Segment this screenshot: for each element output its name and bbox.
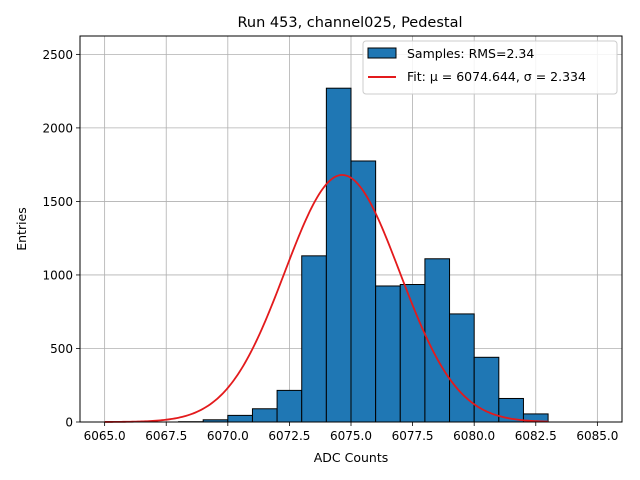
x-tick-label: 6075.0: [330, 429, 372, 443]
x-tick-label: 6077.5: [392, 429, 434, 443]
histogram-bar: [325, 87, 352, 423]
histogram-bar: [350, 160, 377, 423]
y-axis-ticks: 0 500 1000 1500 2000 2500: [42, 48, 80, 430]
y-tick-label: 1000: [42, 268, 73, 282]
histogram-bar: [375, 285, 401, 423]
legend-samples-swatch: [367, 47, 397, 59]
y-tick-label: 2000: [42, 121, 73, 135]
y-tick-label: 500: [50, 342, 73, 356]
x-tick-label: 6085.0: [576, 429, 618, 443]
x-axis-label: ADC Counts: [314, 450, 389, 465]
x-axis-ticks: 6065.0 6067.5 6070.0 6072.5 6075.0 6077.5 6080…: [84, 422, 618, 443]
chart-title: Run 453, channel025, Pedestal: [237, 15, 462, 31]
histogram-bar: [227, 414, 253, 423]
legend: Samples: RMS=2.34 Fit: μ = 6074.644, σ =…: [362, 40, 618, 95]
legend-samples-label: Samples: RMS=2.34: [407, 46, 534, 61]
y-tick-label: 2500: [42, 48, 73, 62]
legend-fit-label: Fit: μ = 6074.644, σ = 2.334: [407, 69, 586, 84]
y-tick-label: 0: [65, 416, 73, 430]
y-axis-label: Entries: [14, 207, 29, 251]
x-tick-label: 6067.5: [145, 429, 187, 443]
fit-curve-group: [104, 174, 549, 423]
histogram-bar: [251, 408, 278, 423]
x-tick-label: 6080.0: [453, 429, 495, 443]
histogram-bar: [301, 255, 327, 423]
x-tick-label: 6082.5: [515, 429, 557, 443]
histogram-bar: [276, 389, 303, 423]
y-tick-label: 1500: [42, 195, 73, 209]
histogram-bar: [449, 313, 475, 423]
legend-box: [362, 40, 618, 95]
x-tick-label: 6070.0: [207, 429, 249, 443]
x-tick-label: 6072.5: [268, 429, 310, 443]
x-tick-label: 6065.0: [84, 429, 126, 443]
fit-curve: [104, 174, 549, 423]
